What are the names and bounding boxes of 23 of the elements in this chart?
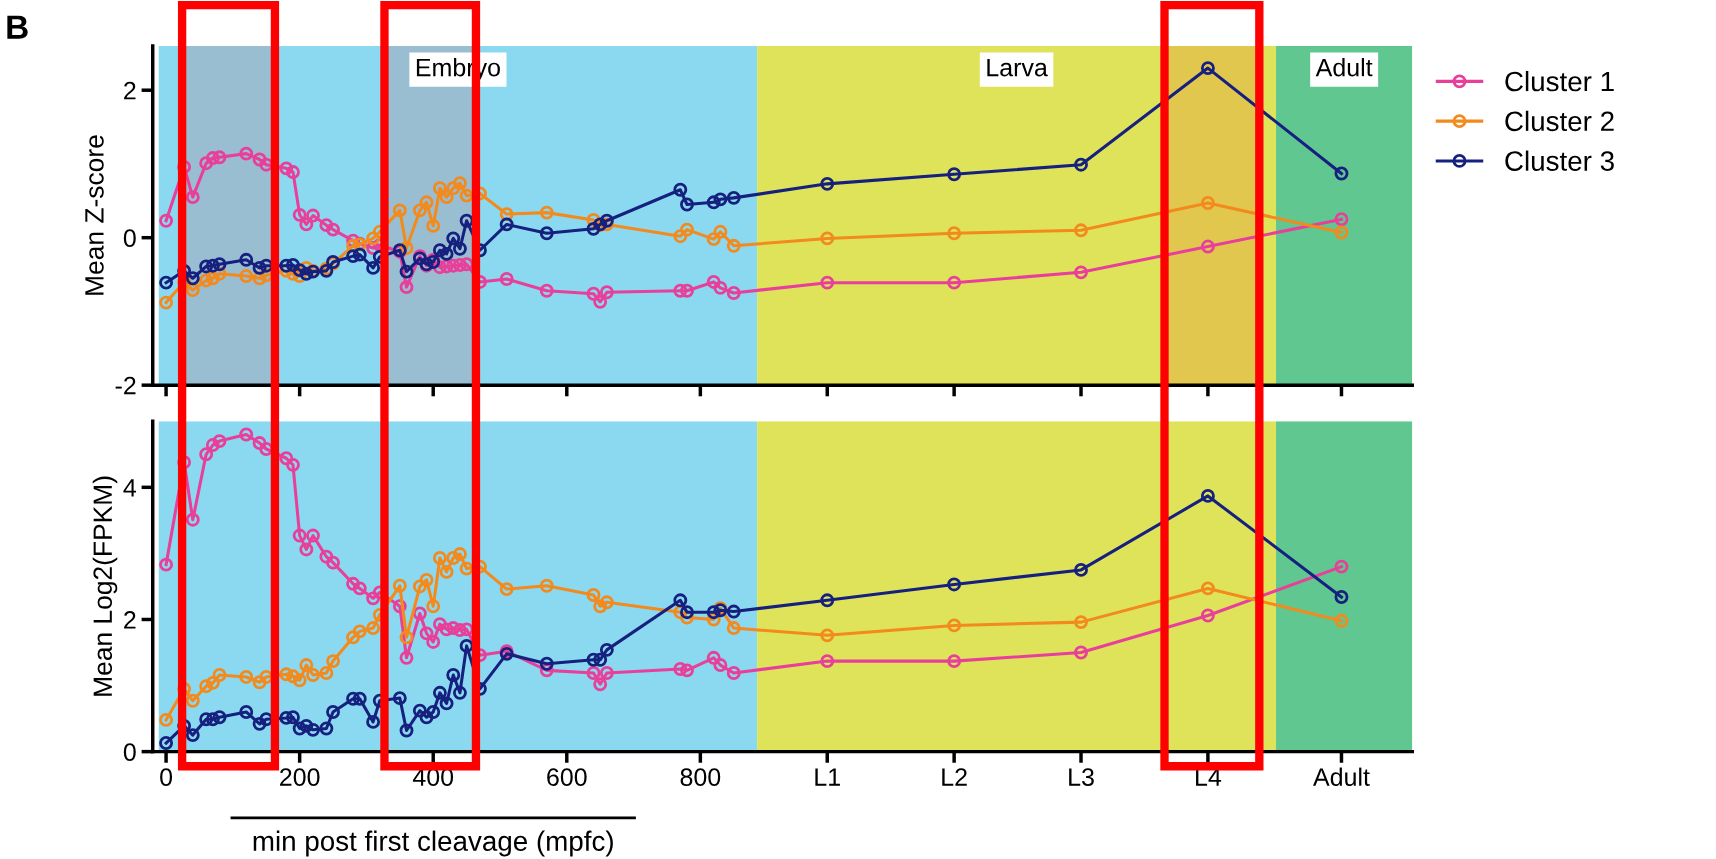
- x-tick-label: 800: [680, 768, 721, 786]
- x-tick-label: L1: [815, 768, 840, 786]
- legend-label: Cluster 3: [1505, 150, 1614, 171]
- y-tick-label: 2: [124, 611, 136, 629]
- y-axis-title: Mean Log2(FPKM): [92, 476, 118, 696]
- band-label: Adult: [1315, 58, 1373, 77]
- y-tick-label: 0: [123, 743, 136, 761]
- x-tick-label: Adult: [1313, 767, 1370, 786]
- legend-label: Cluster 1: [1505, 70, 1614, 92]
- legend-label: Cluster 2: [1505, 110, 1614, 132]
- x-tick-label: L3: [1069, 768, 1094, 786]
- x-tick-label: L2: [942, 768, 967, 786]
- x-axis-title: min post first cleavage (mpfc): [253, 830, 613, 857]
- x-tick-label: 600: [547, 768, 587, 786]
- y-tick-label: -2: [115, 376, 136, 395]
- x-tick-label: 0: [160, 768, 173, 786]
- y-tick-label: 2: [124, 81, 136, 100]
- y-axis-title: Mean Z-score: [85, 135, 104, 295]
- text: B: [7, 15, 28, 39]
- band-label: Larva: [987, 58, 1048, 77]
- y-tick-label: 0: [123, 229, 136, 247]
- x-tick-label: 200: [280, 768, 320, 786]
- y-tick-label: 4: [123, 479, 137, 497]
